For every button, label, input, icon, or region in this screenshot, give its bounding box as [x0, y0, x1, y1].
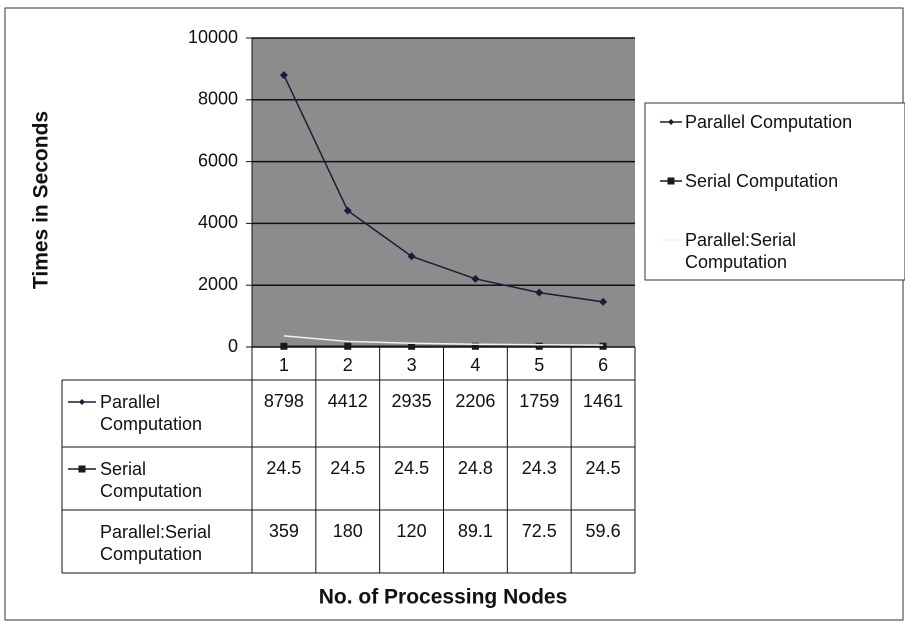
x-tick-label: 2 — [343, 355, 353, 375]
legend-label: Parallel Computation — [685, 112, 853, 132]
table-cell: 24.5 — [586, 458, 621, 478]
series-marker — [344, 342, 352, 350]
table-cell: 72.5 — [522, 521, 557, 541]
series-marker — [535, 288, 544, 297]
table-cell: 24.8 — [458, 458, 493, 478]
legend-label: Serial Computation — [685, 171, 839, 191]
plot-area — [252, 38, 635, 347]
series-marker — [280, 342, 288, 350]
y-tick-label: 2000 — [198, 274, 238, 294]
series-line — [283, 335, 604, 346]
y-axis-title: Times in Seconds — [30, 111, 53, 289]
table-cell: 59.6 — [586, 521, 621, 541]
table-row-label: Parallel Computation — [100, 392, 203, 434]
legend-marker — [667, 177, 675, 185]
table-cell: 89.1 — [458, 521, 493, 541]
y-tick-label: 10000 — [188, 27, 238, 47]
x-tick-label: 3 — [407, 355, 417, 375]
series-marker — [599, 297, 608, 306]
table-marker — [78, 465, 86, 473]
legend-label: Parallel:Serial Computation — [685, 230, 797, 272]
x-axis-title: No. of Processing Nodes — [319, 586, 568, 609]
series-marker — [343, 206, 352, 215]
table-marker — [79, 399, 85, 405]
series-marker — [408, 342, 416, 350]
legend-marker — [668, 119, 674, 125]
table-row-label: Parallel:Serial Computation — [100, 522, 212, 564]
y-tick-label: 0 — [228, 336, 238, 356]
series-line — [283, 74, 604, 303]
table-cell: 180 — [333, 521, 363, 541]
series-marker — [599, 342, 607, 350]
legend-box — [644, 102, 905, 281]
frame — [4, 7, 904, 621]
table-cell: 359 — [269, 521, 299, 541]
table-cell: 8798 — [264, 391, 304, 411]
table-cell: 1759 — [519, 391, 559, 411]
table-cell: 4412 — [328, 391, 368, 411]
y-tick-label: 4000 — [198, 212, 238, 232]
x-tick-label: 1 — [279, 355, 289, 375]
table-cell: 24.5 — [266, 458, 301, 478]
table-row-label: Serial Computation — [100, 459, 203, 501]
table-cell: 2206 — [455, 391, 495, 411]
table-cell: 120 — [397, 521, 427, 541]
series-marker — [407, 252, 416, 261]
x-tick-label: 6 — [598, 355, 608, 375]
table-cell: 2935 — [392, 391, 432, 411]
y-tick-label: 8000 — [198, 89, 238, 109]
y-tick-label: 6000 — [198, 150, 238, 170]
series-marker — [471, 342, 479, 350]
table-cell: 1461 — [583, 391, 623, 411]
x-tick-label: 5 — [534, 355, 544, 375]
x-tick-label: 4 — [470, 355, 480, 375]
table-cell: 24.5 — [394, 458, 429, 478]
series-marker — [471, 274, 480, 283]
series-marker — [279, 71, 288, 80]
table-cell: 24.5 — [330, 458, 365, 478]
series-marker — [535, 342, 543, 350]
table-cell: 24.3 — [522, 458, 557, 478]
